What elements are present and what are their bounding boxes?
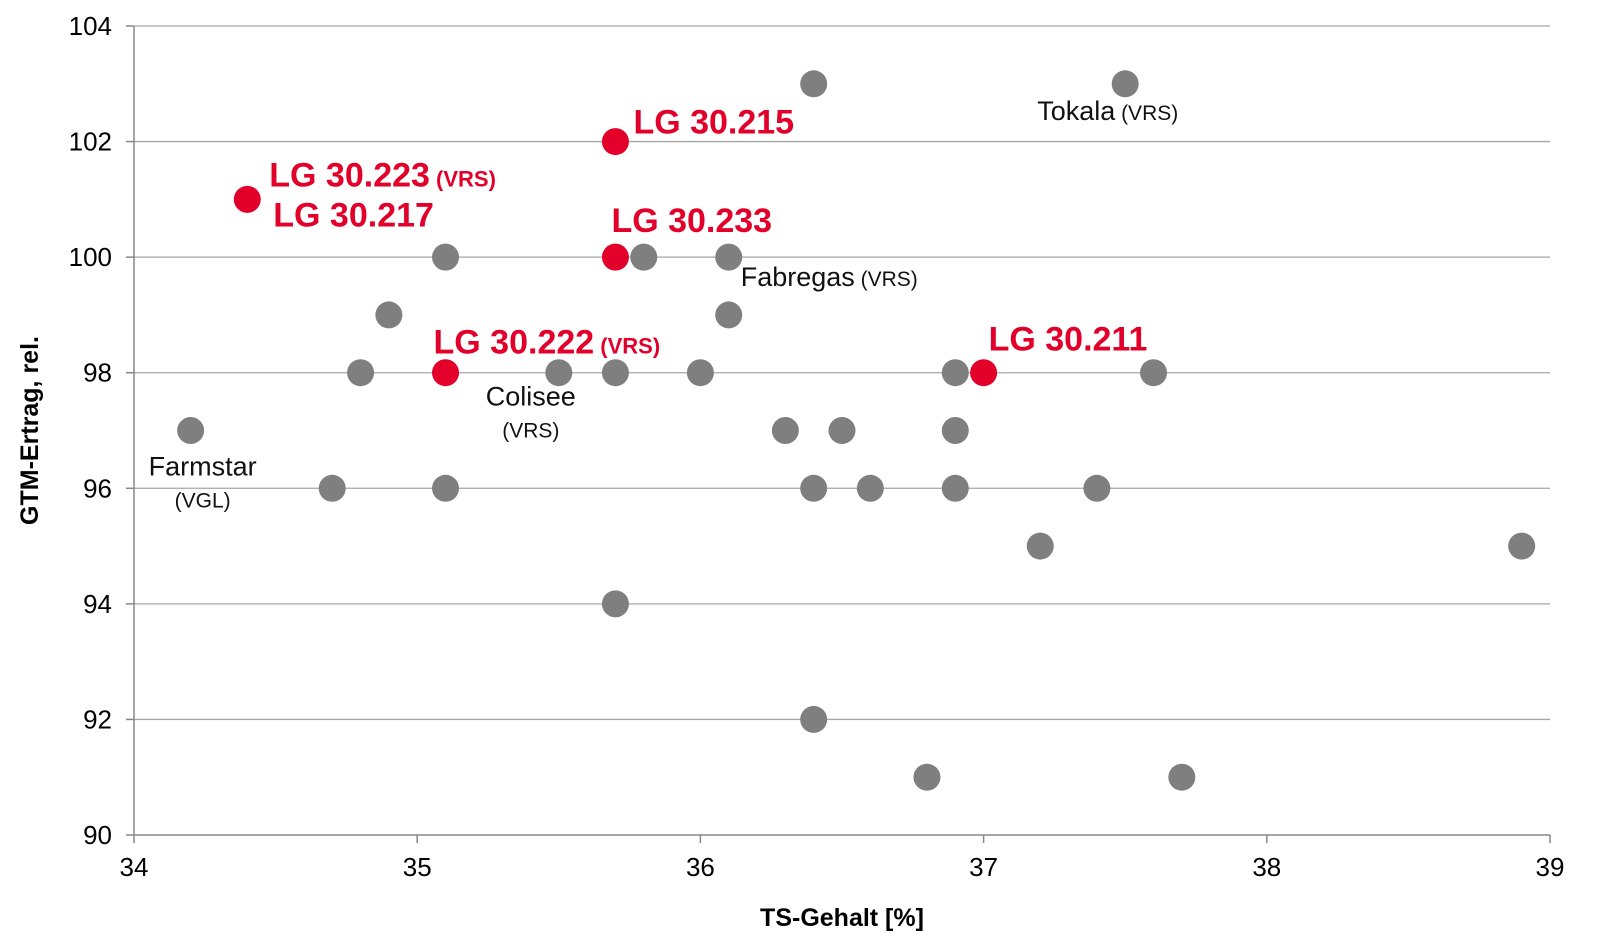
data-point	[856, 474, 884, 502]
x-tick-label: 34	[120, 852, 149, 882]
annotation-label: Fabregas (VRS)	[741, 262, 918, 292]
annotation-label: Colisee	[486, 382, 576, 412]
data-point	[432, 474, 460, 502]
highlight-point	[970, 359, 998, 387]
data-point	[1508, 532, 1536, 560]
data-point	[1083, 474, 1111, 502]
data-point	[318, 474, 346, 502]
x-tick-label: 37	[969, 852, 998, 882]
data-point	[941, 474, 969, 502]
y-tick-label: 98	[83, 358, 112, 388]
x-tick-label: 35	[403, 852, 432, 882]
y-tick-labels: 90 92 94 96 98 100 102 104	[69, 11, 112, 850]
axes	[126, 25, 1551, 843]
data-point	[545, 359, 573, 387]
data-point	[177, 417, 205, 444]
annotation-label: LG 30.233	[611, 202, 772, 240]
annotation-label: Tokala (VRS)	[1037, 96, 1178, 126]
data-point	[1140, 359, 1168, 387]
highlight-point	[601, 128, 629, 156]
y-tick-label: 90	[83, 820, 112, 850]
highlight-point	[432, 359, 460, 387]
data-point	[800, 474, 828, 502]
data-point	[715, 243, 743, 271]
data-point	[800, 705, 828, 733]
data-point	[913, 763, 941, 791]
data-point	[601, 590, 629, 618]
y-tick-label: 102	[69, 127, 112, 157]
annotation-label: LG 30.222 (VRS)	[434, 324, 661, 362]
data-point	[375, 301, 403, 329]
annotation-label: LG 30.223 (VRS)	[269, 156, 496, 194]
data-point	[630, 243, 658, 271]
data-point	[941, 417, 969, 444]
data-point	[432, 243, 460, 271]
data-point	[715, 301, 743, 329]
x-tick-label: 36	[686, 852, 715, 882]
data-point	[941, 359, 969, 387]
data-point	[686, 359, 714, 387]
annotation-suffix: (VRS)	[502, 420, 559, 443]
data-point	[1111, 70, 1139, 98]
data-point	[601, 359, 629, 387]
annotation-suffix: (VGL)	[175, 490, 231, 513]
annotation-label: LG 30.217	[273, 196, 434, 234]
data-points	[177, 70, 1536, 791]
highlight-point	[601, 243, 629, 271]
data-point	[1026, 532, 1054, 560]
y-tick-label: 104	[69, 11, 112, 41]
x-tick-label: 38	[1252, 852, 1281, 882]
highlight-point	[233, 185, 261, 213]
x-tick-labels: 34 35 36 37 38 39	[120, 852, 1565, 882]
gridlines	[134, 25, 1550, 721]
y-axis-title: GTM-Ertrag, rel.	[16, 336, 44, 525]
annotation-label: LG 30.215	[633, 104, 794, 142]
x-axis-title: TS-Gehalt [%]	[760, 904, 924, 932]
y-tick-label: 100	[69, 242, 112, 272]
x-tick-label: 39	[1536, 852, 1565, 882]
data-point	[1168, 763, 1196, 791]
annotation-label: Farmstar	[149, 452, 257, 482]
y-tick-label: 92	[83, 704, 112, 734]
data-point	[828, 417, 856, 444]
annotation-label: LG 30.211	[989, 321, 1148, 359]
data-point	[771, 417, 799, 444]
data-point	[347, 359, 375, 387]
y-tick-label: 96	[83, 473, 112, 503]
y-tick-label: 94	[83, 589, 112, 619]
point-annotations: Tokala (VRS) Fabregas (VRS) Colisee (VRS) Fa…	[149, 96, 1179, 513]
data-point	[800, 70, 828, 98]
